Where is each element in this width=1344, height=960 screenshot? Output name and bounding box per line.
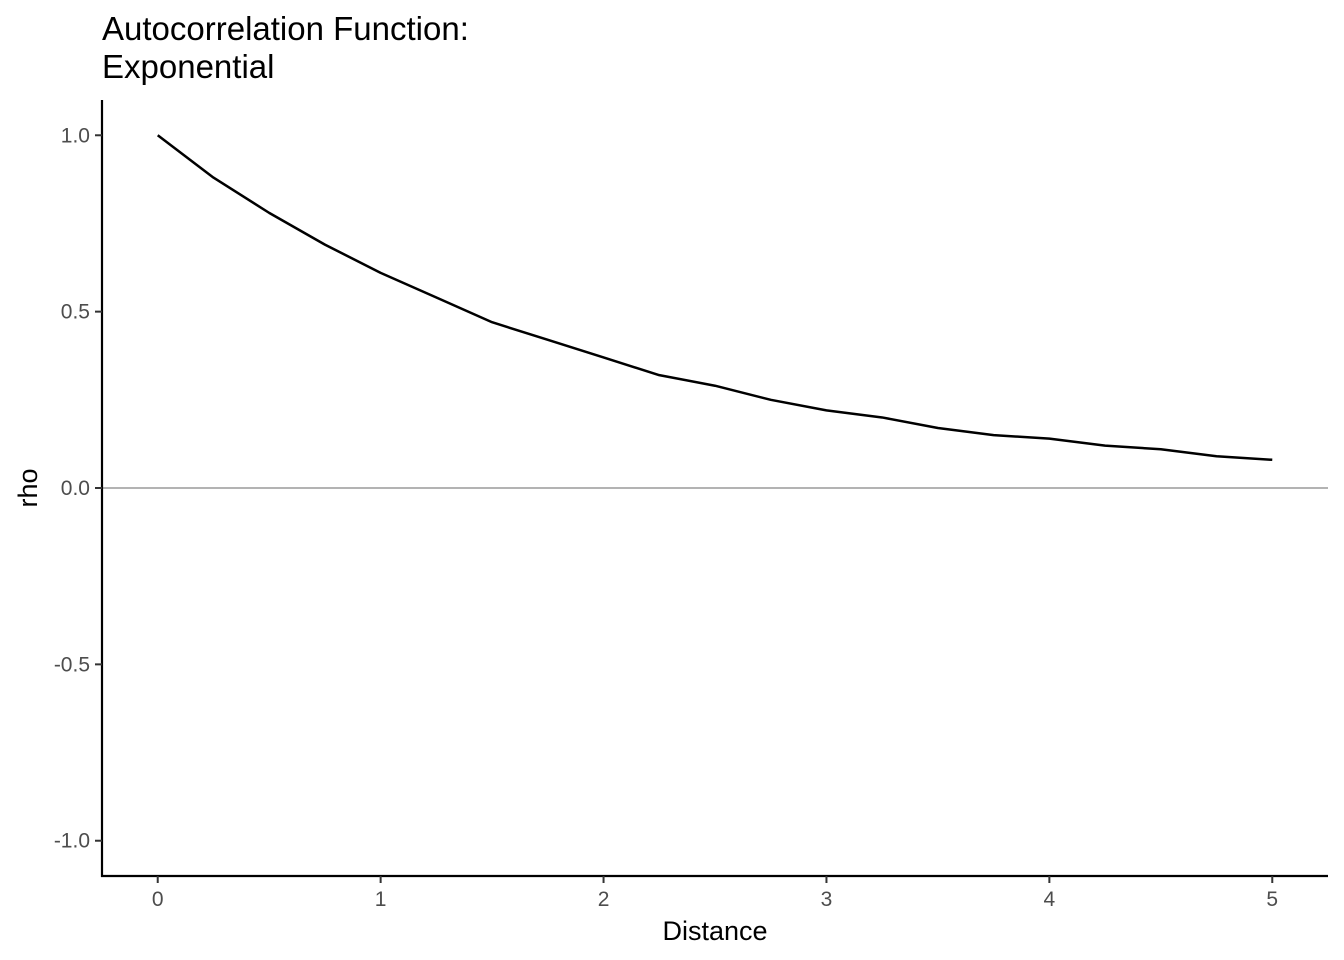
- x-tick-label: 5: [1266, 888, 1278, 911]
- y-axis-title: rho: [13, 468, 43, 507]
- x-axis-title: Distance: [662, 916, 767, 946]
- axes: 0 1 2 3 4 5 -1.0 -0.5 0.0 0.5 1.0: [54, 100, 1328, 911]
- y-tick-label: -1.0: [54, 830, 90, 853]
- y-tick-label: -0.5: [54, 653, 90, 676]
- chart-title-line-1: Autocorrelation Function:: [102, 10, 469, 47]
- x-tick-label: 3: [821, 888, 833, 911]
- y-tick-label: 0.0: [61, 477, 90, 500]
- x-tick-label: 1: [375, 888, 387, 911]
- y-tick-label: 1.0: [61, 124, 90, 147]
- chart-title: Autocorrelation Function: Exponential: [102, 10, 469, 85]
- y-tick-label: 0.5: [61, 301, 90, 324]
- chart-title-line-2: Exponential: [102, 48, 274, 85]
- plot-area: [102, 134, 1328, 489]
- x-tick-label: 2: [598, 888, 610, 911]
- x-tick-label: 4: [1044, 888, 1056, 911]
- series-line-0: [156, 134, 1273, 462]
- x-tick-label: 0: [152, 888, 164, 911]
